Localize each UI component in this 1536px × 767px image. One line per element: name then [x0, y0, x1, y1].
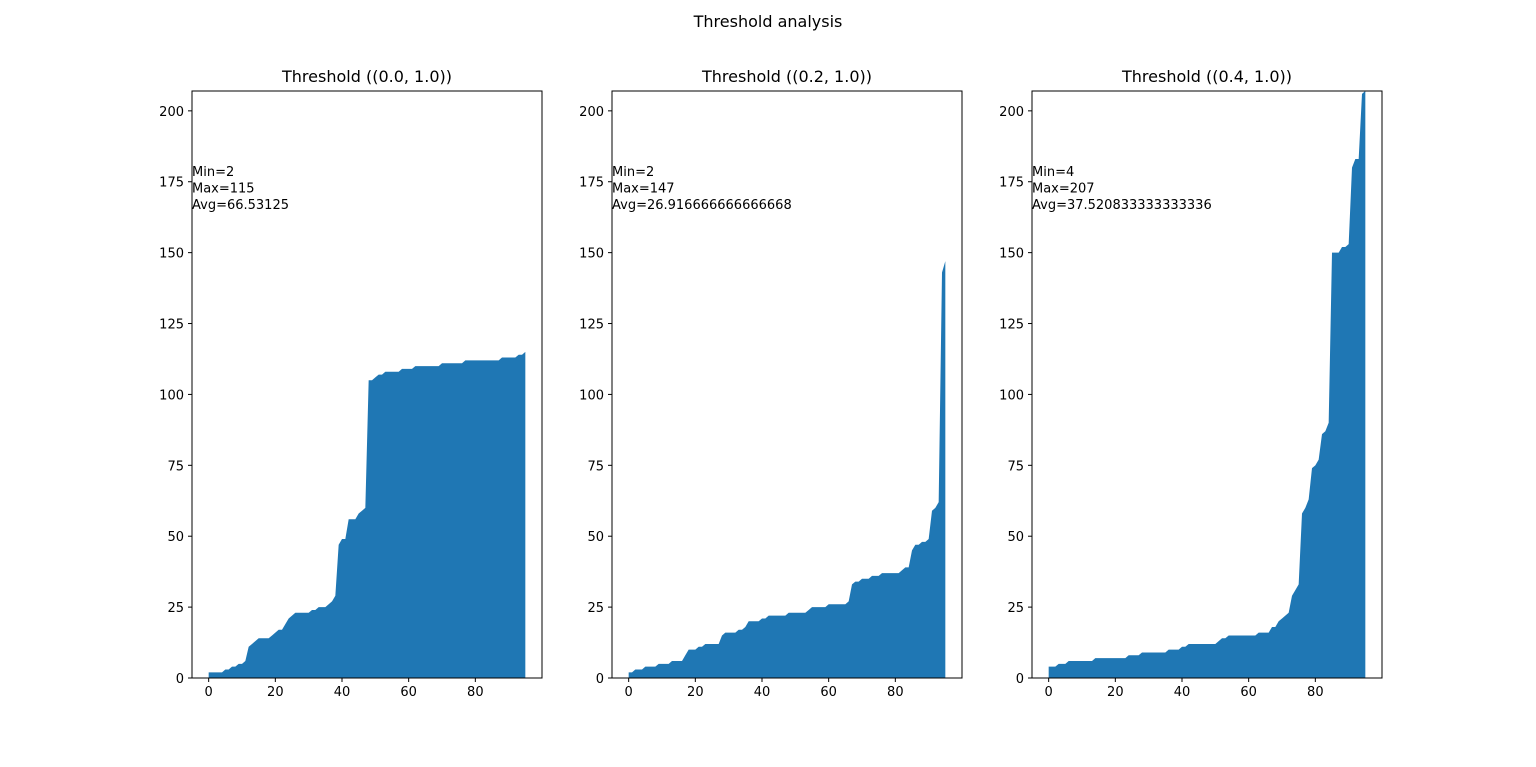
- area-series: [208, 351, 526, 678]
- subplot-3: 0 20 40 60 80 0 25 50 75 100 125 150 175 200 Threshold…: [999, 67, 1383, 700]
- y-tick-label: 25: [1007, 601, 1024, 616]
- y-tick-label: 100: [159, 388, 184, 403]
- y-tick-label: 25: [167, 601, 184, 616]
- y-tick-label: 100: [579, 388, 604, 403]
- y-tick-label: 150: [999, 247, 1024, 262]
- y-tick-label: 75: [587, 459, 604, 474]
- x-tick-label: 80: [887, 685, 904, 700]
- stats-annotation: Min=2: [612, 165, 654, 180]
- x-tick-label: 20: [687, 685, 704, 700]
- x-tick-label: 80: [467, 685, 484, 700]
- y-tick-label: 200: [159, 105, 184, 120]
- y-tick-label: 175: [999, 176, 1024, 191]
- stats-annotation: Min=4: [1032, 165, 1074, 180]
- y-tick-label: 0: [596, 672, 604, 687]
- stats-annotation: Max=147: [612, 182, 675, 197]
- stats-annotation: Avg=66.53125: [192, 198, 289, 213]
- x-tick-label: 0: [625, 685, 633, 700]
- y-tick-label: 175: [579, 176, 604, 191]
- y-tick-label: 25: [587, 601, 604, 616]
- subplot-title: Threshold ((0.2, 1.0)): [701, 67, 872, 86]
- y-tick-label: 0: [1016, 672, 1024, 687]
- y-tick-label: 200: [999, 105, 1024, 120]
- x-tick-label: 40: [1174, 685, 1191, 700]
- y-tick-label: 125: [159, 318, 184, 333]
- stats-annotation: Avg=37.520833333333336: [1032, 198, 1212, 213]
- y-tick-label: 50: [167, 530, 184, 545]
- area-series: [628, 261, 946, 678]
- x-tick-label: 40: [754, 685, 771, 700]
- y-tick-label: 150: [159, 247, 184, 262]
- x-tick-label: 40: [334, 685, 351, 700]
- y-tick-label: 0: [176, 672, 184, 687]
- stats-annotation: Max=115: [192, 182, 255, 197]
- stats-annotation: Avg=26.916666666666668: [612, 198, 792, 213]
- subplot-title: Threshold ((0.4, 1.0)): [1121, 67, 1292, 86]
- y-tick-label: 125: [999, 318, 1024, 333]
- y-tick-label: 50: [587, 530, 604, 545]
- subplot-title: Threshold ((0.0, 1.0)): [281, 67, 452, 86]
- y-tick-label: 125: [579, 318, 604, 333]
- y-tick-label: 50: [1007, 530, 1024, 545]
- stats-annotation: Max=207: [1032, 182, 1095, 197]
- x-tick-label: 20: [1107, 685, 1124, 700]
- y-tick-label: 175: [159, 176, 184, 191]
- x-tick-label: 0: [1045, 685, 1053, 700]
- subplot-2: 0 20 40 60 80 0 25 50 75 100 125 150 175 200 Threshold…: [579, 67, 963, 700]
- axes-frame: [1031, 90, 1383, 679]
- area-series: [1048, 91, 1366, 678]
- stats-annotation: Min=2: [192, 165, 234, 180]
- x-tick-label: 60: [820, 685, 837, 700]
- x-tick-label: 0: [205, 685, 213, 700]
- y-tick-label: 200: [579, 105, 604, 120]
- x-tick-label: 60: [1240, 685, 1257, 700]
- y-tick-label: 75: [167, 459, 184, 474]
- y-tick-label: 150: [579, 247, 604, 262]
- figure-title: Threshold analysis: [693, 12, 843, 31]
- x-tick-label: 80: [1307, 685, 1324, 700]
- subplot-1: 0 20 40 60 80 0 25 50 75 100 125 150 175 200 Threshold…: [159, 67, 543, 700]
- x-tick-label: 60: [400, 685, 417, 700]
- y-tick-label: 100: [999, 388, 1024, 403]
- axes-frame: [191, 90, 543, 679]
- y-tick-label: 75: [1007, 459, 1024, 474]
- axes-frame: [611, 90, 963, 679]
- x-tick-label: 20: [267, 685, 284, 700]
